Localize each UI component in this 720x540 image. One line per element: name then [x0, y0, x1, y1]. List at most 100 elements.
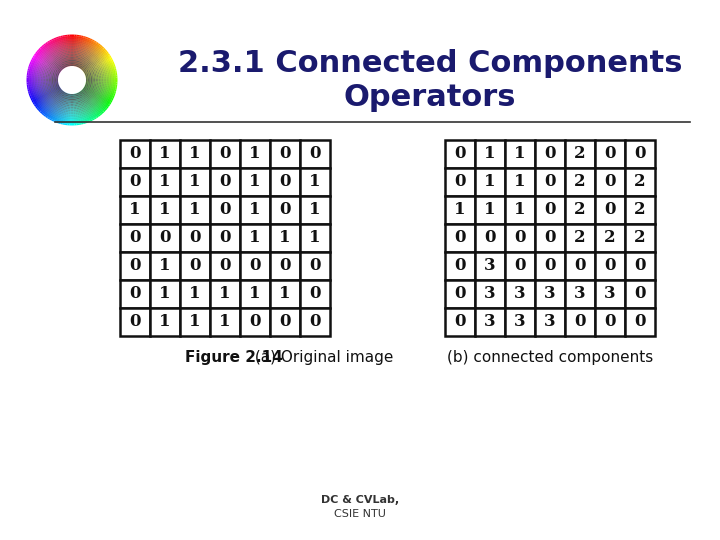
Wedge shape [76, 116, 78, 117]
Wedge shape [37, 53, 72, 80]
Wedge shape [104, 75, 107, 77]
Wedge shape [74, 36, 76, 38]
Wedge shape [67, 102, 68, 103]
Wedge shape [42, 84, 45, 86]
Wedge shape [77, 59, 78, 60]
Bar [535, 280, 565, 308]
Wedge shape [58, 59, 59, 61]
Wedge shape [91, 97, 94, 99]
Wedge shape [60, 89, 62, 90]
Wedge shape [96, 50, 98, 52]
Wedge shape [102, 100, 104, 102]
Wedge shape [94, 93, 96, 96]
Wedge shape [72, 80, 101, 114]
Wedge shape [76, 120, 78, 122]
Wedge shape [95, 92, 97, 94]
Wedge shape [102, 86, 104, 89]
Wedge shape [96, 79, 97, 80]
Wedge shape [87, 71, 89, 72]
Wedge shape [86, 93, 89, 96]
Wedge shape [79, 115, 82, 117]
Wedge shape [47, 53, 49, 56]
Bar [240, 196, 270, 224]
Wedge shape [41, 83, 42, 85]
Wedge shape [107, 86, 109, 88]
Wedge shape [58, 109, 60, 111]
Wedge shape [31, 76, 33, 78]
Wedge shape [81, 66, 83, 68]
Wedge shape [64, 63, 66, 64]
Wedge shape [38, 99, 40, 102]
Wedge shape [49, 111, 51, 113]
Wedge shape [90, 110, 92, 112]
Wedge shape [58, 94, 60, 96]
Wedge shape [59, 90, 61, 92]
Wedge shape [38, 61, 41, 64]
Wedge shape [50, 83, 52, 85]
Wedge shape [72, 36, 76, 80]
Bar [535, 168, 565, 196]
Wedge shape [52, 79, 53, 80]
Wedge shape [87, 44, 90, 46]
Wedge shape [56, 89, 58, 90]
Wedge shape [84, 86, 86, 87]
Wedge shape [35, 84, 36, 86]
Wedge shape [58, 43, 60, 45]
Wedge shape [112, 76, 114, 78]
Wedge shape [55, 63, 58, 64]
Wedge shape [29, 80, 72, 90]
Wedge shape [45, 66, 47, 69]
Wedge shape [60, 69, 62, 71]
Bar [210, 252, 240, 280]
Wedge shape [86, 77, 87, 78]
Wedge shape [33, 72, 35, 74]
Wedge shape [94, 101, 96, 103]
Wedge shape [78, 110, 81, 112]
Wedge shape [58, 86, 60, 87]
Wedge shape [57, 80, 72, 122]
Wedge shape [60, 37, 72, 80]
Wedge shape [68, 120, 70, 122]
Bar [150, 224, 180, 252]
Wedge shape [91, 49, 94, 51]
Wedge shape [95, 102, 98, 104]
Wedge shape [111, 82, 113, 84]
Wedge shape [52, 78, 53, 79]
Wedge shape [88, 86, 89, 87]
Wedge shape [72, 36, 78, 80]
Wedge shape [72, 80, 80, 124]
Wedge shape [58, 106, 60, 109]
Wedge shape [99, 80, 100, 82]
Wedge shape [68, 110, 71, 111]
Wedge shape [69, 60, 70, 62]
Wedge shape [72, 62, 73, 63]
Wedge shape [79, 123, 81, 125]
Wedge shape [29, 69, 72, 80]
Wedge shape [33, 59, 72, 80]
Wedge shape [50, 71, 52, 72]
Wedge shape [55, 117, 58, 119]
Wedge shape [76, 95, 77, 97]
Wedge shape [38, 80, 72, 109]
Wedge shape [58, 38, 61, 39]
Wedge shape [94, 91, 96, 93]
Wedge shape [74, 119, 76, 121]
Wedge shape [39, 78, 40, 80]
Wedge shape [87, 76, 89, 77]
Wedge shape [94, 70, 95, 72]
Wedge shape [80, 58, 81, 60]
Wedge shape [104, 65, 106, 68]
Wedge shape [72, 121, 74, 123]
Wedge shape [78, 120, 81, 122]
Wedge shape [58, 112, 60, 113]
Wedge shape [71, 50, 72, 52]
Wedge shape [48, 75, 49, 76]
Wedge shape [53, 65, 55, 67]
Bar [150, 196, 180, 224]
Wedge shape [56, 98, 58, 100]
Wedge shape [44, 110, 46, 113]
Wedge shape [34, 63, 36, 66]
Wedge shape [48, 62, 50, 63]
Wedge shape [72, 63, 113, 80]
Wedge shape [79, 93, 81, 95]
